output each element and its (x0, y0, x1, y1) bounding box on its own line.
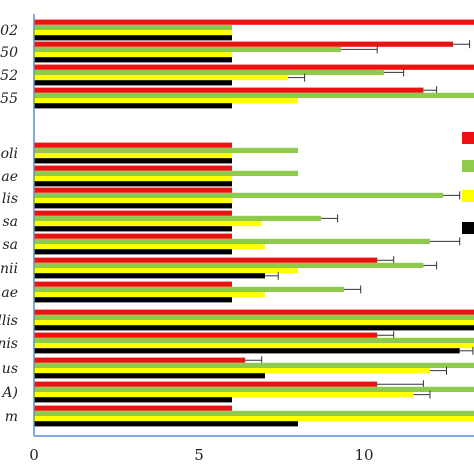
x-tick-label: 10 (354, 446, 373, 464)
bar (34, 348, 460, 354)
bar (34, 233, 232, 239)
legend-swatch (462, 222, 474, 234)
bar (34, 410, 474, 416)
legend-swatch (462, 132, 474, 144)
bar (34, 75, 289, 81)
bar (34, 52, 232, 58)
bar (34, 226, 232, 232)
bar (34, 203, 232, 209)
bar (34, 181, 232, 187)
bar (34, 80, 232, 86)
bar (34, 170, 298, 176)
bar (34, 281, 232, 287)
bar (34, 98, 298, 104)
bar (34, 292, 265, 298)
category-label: sa (2, 214, 18, 230)
bar (34, 30, 232, 36)
bar (34, 92, 474, 98)
bar (34, 343, 474, 349)
bar (34, 268, 298, 274)
category-label: ae (1, 169, 18, 185)
bar (34, 215, 322, 221)
category-label: m (5, 409, 18, 425)
bar (34, 69, 384, 75)
x-tick-label: 0 (29, 446, 39, 464)
bar (34, 297, 232, 303)
bar (34, 381, 378, 387)
bar (34, 262, 424, 268)
bar (34, 87, 424, 93)
bar (34, 320, 474, 326)
legend-swatch (462, 190, 474, 202)
bar (34, 238, 430, 244)
category-label: 50 (0, 45, 18, 61)
bar (34, 249, 232, 255)
category-label: 55 (0, 91, 18, 107)
bar (34, 142, 232, 148)
bar (34, 57, 232, 63)
bar (34, 337, 474, 343)
bar (34, 421, 298, 427)
bar (34, 386, 474, 392)
bar (34, 314, 474, 320)
bar (34, 24, 232, 30)
bar (34, 373, 265, 379)
bar (34, 19, 474, 25)
bar (34, 416, 474, 422)
bar (34, 41, 454, 47)
bar (34, 368, 430, 374)
category-label: 52 (0, 68, 18, 84)
bar (34, 273, 265, 279)
category-label: A) (0, 385, 18, 401)
bar (34, 332, 378, 338)
bar (34, 357, 246, 363)
bar (34, 187, 232, 193)
bar (34, 147, 298, 153)
bar (34, 244, 265, 250)
category-label: us (2, 361, 18, 377)
bar (34, 309, 474, 315)
bar (34, 397, 232, 403)
bar (34, 64, 474, 70)
bar (34, 286, 345, 292)
bar (34, 103, 232, 109)
bar (34, 257, 378, 263)
bar (34, 325, 474, 331)
bar (34, 158, 232, 164)
category-label: nis (0, 336, 18, 352)
bar (34, 198, 232, 204)
category-label: sa (2, 237, 18, 253)
category-label: ae (1, 285, 18, 301)
bar (34, 46, 341, 52)
bar (34, 176, 232, 182)
bar (34, 153, 232, 159)
category-label: llis (0, 313, 18, 329)
bar (34, 192, 444, 198)
category-label: lis (2, 191, 18, 207)
bar (34, 35, 232, 41)
bar (34, 392, 414, 398)
bar (34, 221, 262, 227)
bar (34, 362, 474, 368)
category-label: nii (0, 261, 18, 277)
bar (34, 165, 232, 171)
x-tick-label: 5 (194, 446, 204, 464)
category-label: 02 (0, 23, 18, 39)
bar (34, 405, 232, 411)
legend-swatch (462, 160, 474, 172)
bar (34, 210, 232, 216)
category-label: oli (1, 146, 18, 162)
